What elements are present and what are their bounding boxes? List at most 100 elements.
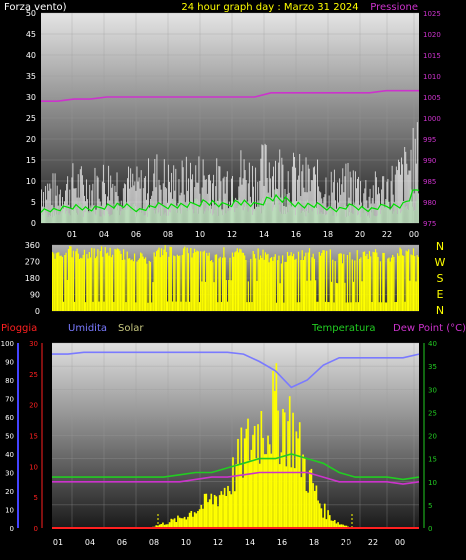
wind-y-tick-label: 40 xyxy=(26,51,36,60)
direction-bar xyxy=(408,249,409,311)
direction-bar xyxy=(379,302,380,311)
direction-bar xyxy=(205,282,206,311)
wind-avg-bar xyxy=(190,203,191,223)
rain-y-tick-label: 20 xyxy=(29,402,38,410)
wind-avg-bar xyxy=(213,214,214,223)
wind-x-tick-label: 00 xyxy=(409,230,419,239)
direction-bar xyxy=(213,282,214,311)
wind-avg-bar xyxy=(137,210,138,223)
solar-bar xyxy=(299,422,301,528)
direction-bar xyxy=(363,252,364,311)
direction-bar xyxy=(250,259,251,311)
direction-bar xyxy=(310,281,311,311)
wind-gust-bar xyxy=(306,157,307,223)
direction-bar xyxy=(136,262,137,311)
wind-avg-bar xyxy=(65,214,66,223)
solar-bar xyxy=(210,494,212,528)
wind-avg-bar xyxy=(56,211,57,223)
weather-x-tick-label: 14 xyxy=(245,538,255,547)
direction-bar xyxy=(198,251,199,311)
wind-avg-bar xyxy=(131,207,132,223)
wind-avg-bar xyxy=(375,216,376,223)
wind-avg-bar xyxy=(57,214,58,223)
wind-avg-bar xyxy=(315,206,316,223)
temperature-y-tick-label: 20 xyxy=(428,433,437,441)
direction-bar xyxy=(386,302,387,311)
wind-avg-bar xyxy=(64,205,65,223)
direction-bar xyxy=(193,253,194,311)
direction-bar xyxy=(270,258,271,311)
wind-avg-bar xyxy=(169,212,170,223)
solar-bar xyxy=(209,499,211,528)
direction-bar xyxy=(190,248,191,311)
direction-bar xyxy=(98,302,99,311)
wind-avg-bar xyxy=(121,211,122,223)
wind-avg-bar xyxy=(133,203,134,223)
wind-avg-bar xyxy=(107,211,108,223)
wind-avg-bar xyxy=(269,199,270,223)
direction-bar xyxy=(209,253,210,311)
direction-bar xyxy=(78,254,79,311)
humidity-y-tick-label: 100 xyxy=(1,340,14,348)
wind-avg-bar xyxy=(210,213,211,223)
direction-bar xyxy=(254,254,255,311)
direction-bar xyxy=(276,303,277,311)
wind-avg-bar xyxy=(277,197,278,223)
wind-y-tick-label: 45 xyxy=(26,30,36,39)
solar-bar xyxy=(220,491,222,528)
direction-bar xyxy=(92,302,93,311)
wind-avg-bar xyxy=(253,211,254,223)
wind-avg-bar xyxy=(275,207,276,223)
wind-avg-bar xyxy=(302,210,303,223)
wind-avg-bar xyxy=(117,206,118,223)
wind-avg-bar xyxy=(225,199,226,223)
wind-avg-bar xyxy=(112,209,113,223)
direction-bar xyxy=(169,247,170,311)
wind-avg-bar xyxy=(134,206,135,223)
wind-avg-bar xyxy=(353,214,354,223)
direction-bar xyxy=(133,261,134,311)
wind-avg-bar xyxy=(60,213,61,223)
direction-bar xyxy=(287,252,288,311)
wind-avg-bar xyxy=(297,202,298,223)
wind-avg-bar xyxy=(67,207,68,223)
solar-bar xyxy=(252,435,254,528)
wind-avg-bar xyxy=(161,216,162,223)
solar-bar xyxy=(314,491,316,528)
solar-bar xyxy=(286,466,288,528)
direction-bar xyxy=(54,259,55,311)
solar-bar xyxy=(279,464,281,528)
solar-bar xyxy=(197,511,199,528)
solar-bar xyxy=(334,520,336,528)
wind-avg-bar xyxy=(341,207,342,223)
wind-avg-bar xyxy=(197,214,198,223)
wind-avg-bar xyxy=(189,210,190,223)
direction-y-tick-label: 0 xyxy=(35,307,40,316)
wind-x-tick-label: 08 xyxy=(163,230,173,239)
wind-avg-bar xyxy=(187,211,188,223)
direction-bar xyxy=(124,260,125,311)
wind-avg-bar xyxy=(95,214,96,223)
wind-avg-bar xyxy=(73,211,74,223)
wind-avg-bar xyxy=(43,212,44,223)
humidity-y-tick-label: 10 xyxy=(5,507,14,515)
direction-bar xyxy=(347,255,348,311)
direction-bar xyxy=(352,260,353,311)
wind-avg-bar xyxy=(404,207,405,223)
direction-bar xyxy=(358,302,359,311)
direction-bar xyxy=(62,257,63,311)
wind-avg-bar xyxy=(264,206,265,223)
legend-solar: Solar xyxy=(118,323,144,334)
direction-bar xyxy=(178,256,179,311)
wind-avg-bar xyxy=(162,204,163,223)
direction-bar xyxy=(112,255,113,311)
wind-avg-bar xyxy=(319,214,320,223)
wind-avg-bar xyxy=(386,200,387,223)
direction-bar xyxy=(141,254,142,311)
solar-bar xyxy=(170,519,172,528)
direction-bar xyxy=(341,254,342,311)
wind-avg-bar xyxy=(215,203,216,223)
wind-avg-bar xyxy=(358,214,359,223)
wind-avg-bar xyxy=(145,215,146,223)
